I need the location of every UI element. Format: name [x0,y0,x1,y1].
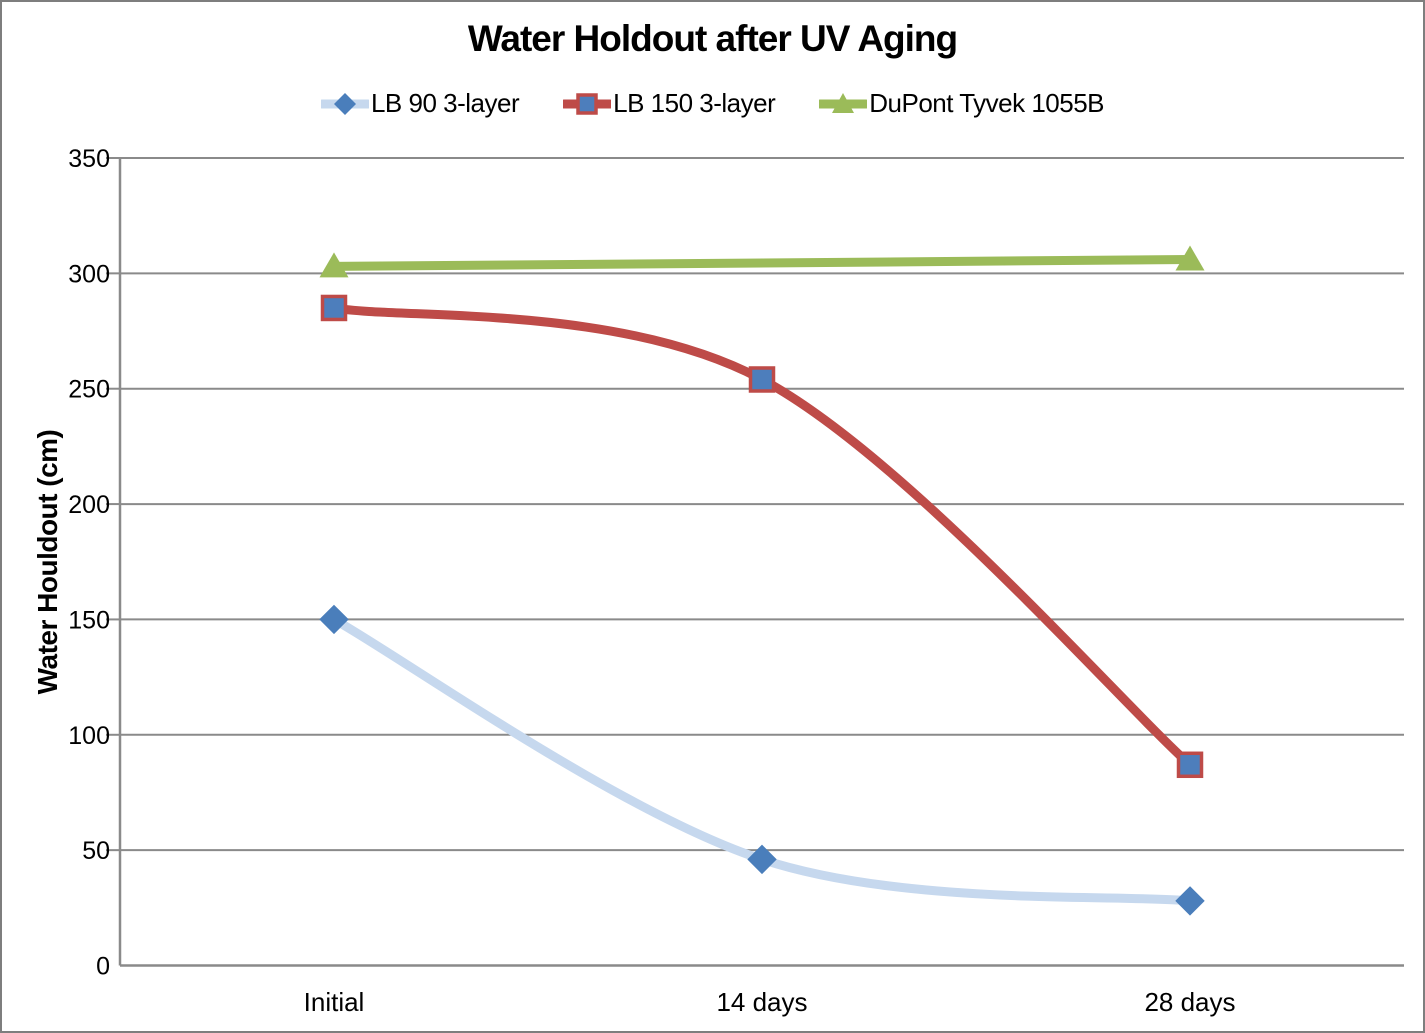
legend: LB 90 3-layer LB 150 3-layer DuPont Tyve… [2,88,1423,119]
marker-square-lb-150-3-layer [1176,751,1204,779]
y-tick-label: 300 [68,260,110,288]
y-tick-label: 150 [68,606,110,634]
x-category-label: 28 days [1144,987,1235,1017]
marker-diamond-lb-90-3-layer [319,604,349,635]
legend-marker-diamond-icon [320,92,369,115]
legend-label: LB 90 3-layer [370,88,520,118]
legend-item-lb-150-3-layer: LB 150 3-layer [563,88,776,119]
chart-title: Water Holdout after UV Aging [467,18,958,59]
legend-marker-square-icon [563,92,612,115]
marker-triangle-dupont-tyvek-1055b [319,252,349,278]
legend-item-lb-90-3-layer: LB 90 3-layer [320,88,520,119]
y-tick-label: 200 [68,491,110,519]
y-tick-label: 0 [96,953,110,981]
legend-label: DuPont Tyvek 1055B [869,88,1105,118]
marker-square-lb-150-3-layer [320,294,348,322]
legend-label: LB 150 3-layer [613,88,776,118]
marker-square-lb-150-3-layer [748,366,776,393]
marker-diamond-lb-90-3-layer [747,844,777,875]
marker-triangle-dupont-tyvek-1055b [1175,245,1205,271]
series-line-dupont-tyvek-1055b [329,255,1195,271]
marker-diamond-lb-90-3-layer [1175,886,1205,916]
x-category-label: Initial [304,987,365,1017]
x-category-label: 14 days [716,987,807,1017]
y-tick-label: 350 [68,145,110,173]
legend-marker-triangle-icon [819,92,868,113]
y-tick-label: 250 [68,376,110,404]
y-tick-label: 100 [68,722,110,750]
y-tick-label: 50 [82,837,110,865]
legend-item-dupont-tyvek-1055b: DuPont Tyvek 1055B [819,88,1105,119]
